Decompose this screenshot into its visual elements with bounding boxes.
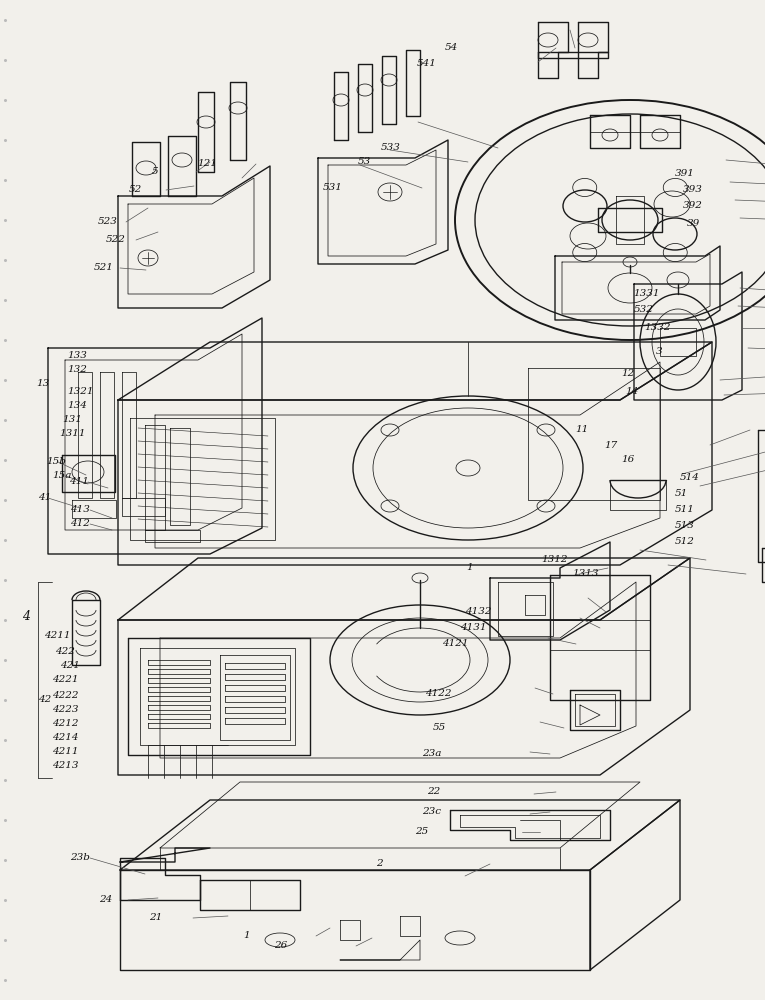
Text: 1311: 1311 — [60, 430, 86, 438]
Text: 39: 39 — [687, 220, 700, 229]
Text: 4222: 4222 — [52, 690, 79, 700]
Text: 23a: 23a — [422, 750, 441, 758]
Text: 1: 1 — [243, 932, 250, 940]
Text: 541: 541 — [417, 60, 437, 68]
Text: 1: 1 — [467, 564, 474, 572]
Text: 413: 413 — [70, 506, 90, 514]
Text: 4122: 4122 — [425, 690, 451, 698]
Text: 531: 531 — [323, 184, 343, 192]
Text: 511: 511 — [675, 506, 695, 514]
Text: 4211: 4211 — [52, 748, 79, 756]
Text: 16: 16 — [621, 456, 634, 464]
Text: 521: 521 — [93, 263, 113, 272]
Text: 4212: 4212 — [52, 720, 79, 728]
Text: 1321: 1321 — [67, 387, 94, 396]
Text: 26: 26 — [274, 942, 287, 950]
Text: 411: 411 — [69, 478, 89, 487]
Text: 133: 133 — [67, 352, 87, 360]
Text: 17: 17 — [604, 442, 617, 450]
Text: 391: 391 — [675, 169, 695, 178]
Text: 23c: 23c — [422, 808, 441, 816]
Text: 14: 14 — [626, 387, 639, 396]
Text: 4221: 4221 — [52, 676, 79, 684]
Text: 3: 3 — [656, 348, 663, 357]
Text: 532: 532 — [633, 306, 653, 314]
Text: 393: 393 — [682, 186, 702, 194]
Text: 1313: 1313 — [572, 570, 599, 578]
Text: 4211: 4211 — [44, 632, 71, 641]
Text: 533: 533 — [381, 143, 401, 152]
Text: 512: 512 — [675, 538, 695, 546]
Text: 41: 41 — [38, 493, 51, 502]
Text: 25: 25 — [415, 828, 428, 836]
Text: 1312: 1312 — [542, 556, 568, 564]
Text: 412: 412 — [70, 520, 90, 528]
Text: 13: 13 — [37, 379, 50, 388]
Text: 4131: 4131 — [461, 624, 487, 633]
Text: 53: 53 — [358, 157, 371, 166]
Text: 5: 5 — [151, 167, 158, 176]
Text: 15b: 15b — [46, 458, 66, 466]
Text: 21: 21 — [149, 914, 162, 922]
Text: 134: 134 — [67, 401, 87, 410]
Text: 54: 54 — [445, 43, 458, 52]
Text: 11: 11 — [575, 426, 588, 434]
Text: 52: 52 — [129, 186, 142, 194]
Text: 1331: 1331 — [633, 290, 660, 298]
Text: 55: 55 — [433, 724, 446, 732]
Text: 4: 4 — [22, 610, 30, 624]
Text: 4214: 4214 — [52, 734, 79, 742]
Text: 514: 514 — [679, 474, 699, 483]
Text: 42: 42 — [38, 696, 51, 704]
Text: 24: 24 — [99, 896, 112, 904]
Text: 1332: 1332 — [644, 324, 671, 332]
Text: 131: 131 — [63, 416, 83, 424]
Text: 513: 513 — [675, 522, 695, 530]
Text: 4121: 4121 — [442, 640, 469, 648]
Text: 4223: 4223 — [52, 706, 79, 714]
Text: 4213: 4213 — [52, 762, 79, 770]
Text: 523: 523 — [98, 218, 118, 227]
Text: 4132: 4132 — [465, 607, 492, 616]
Text: 51: 51 — [675, 489, 688, 498]
Text: 392: 392 — [682, 202, 702, 211]
Text: 422: 422 — [55, 648, 75, 656]
Text: 15a: 15a — [52, 472, 71, 481]
Text: 23b: 23b — [70, 854, 90, 862]
Text: 2: 2 — [376, 859, 383, 868]
Text: 522: 522 — [106, 235, 125, 244]
Text: 12: 12 — [621, 369, 634, 378]
Text: 421: 421 — [60, 662, 80, 670]
Text: 132: 132 — [67, 365, 87, 374]
Text: 121: 121 — [197, 159, 217, 168]
Text: 22: 22 — [427, 788, 440, 796]
